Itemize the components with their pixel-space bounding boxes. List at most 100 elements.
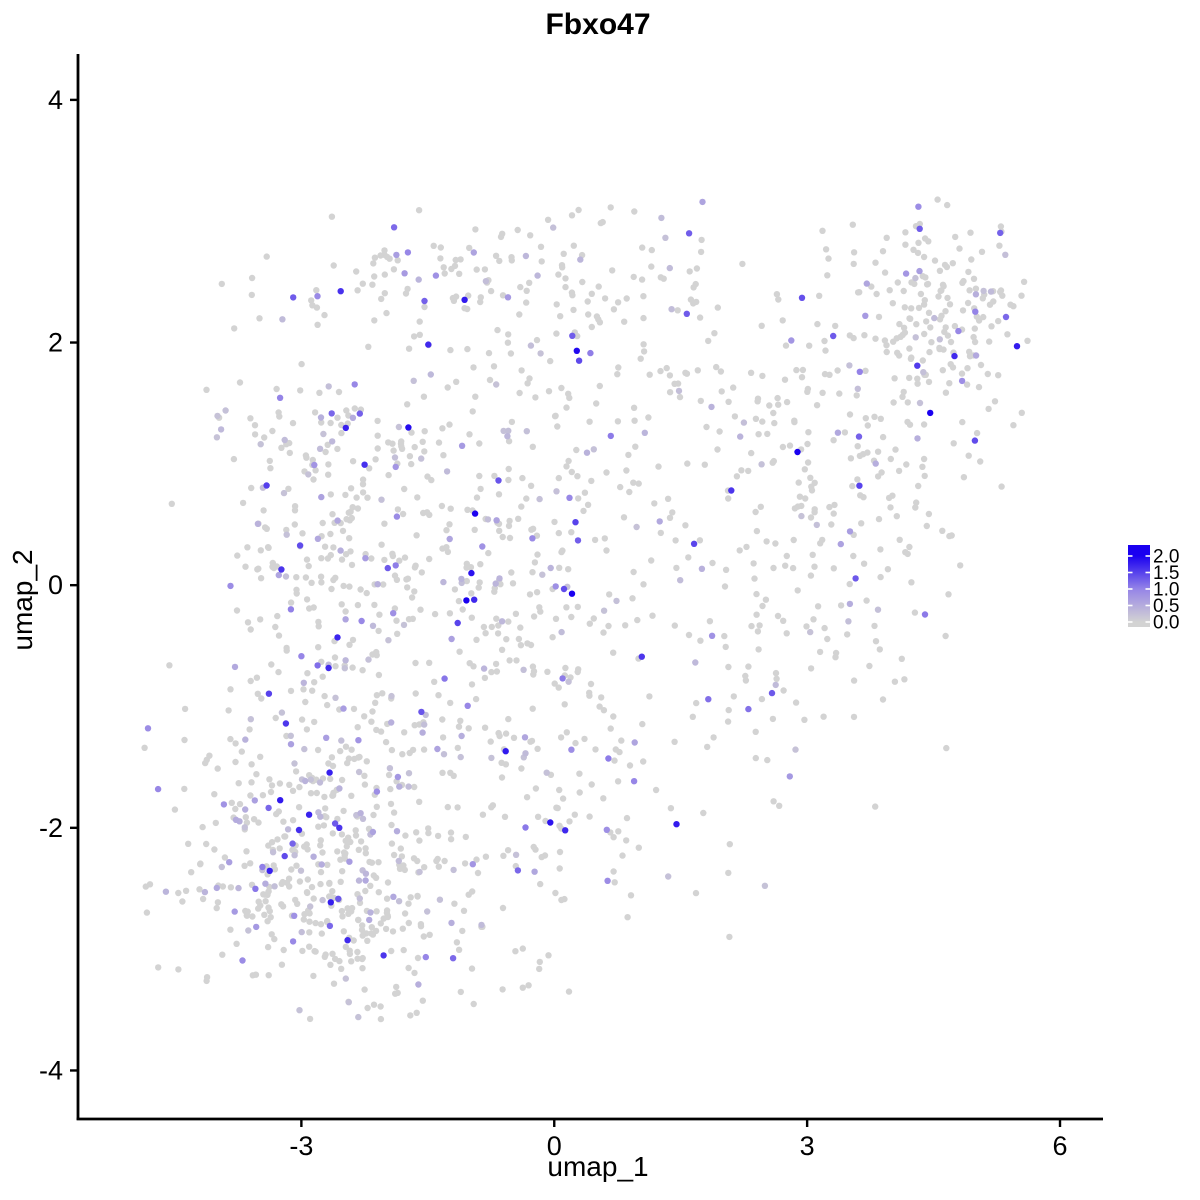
data-point — [371, 601, 378, 609]
data-point — [390, 610, 397, 617]
data-point — [272, 623, 279, 631]
data-point — [626, 488, 633, 496]
data-point — [327, 775, 334, 783]
data-point — [927, 409, 934, 417]
data-point — [327, 419, 334, 427]
data-point — [377, 728, 385, 735]
data-point — [655, 463, 662, 470]
data-point — [466, 431, 473, 438]
data-point — [280, 946, 287, 954]
data-point — [925, 510, 933, 518]
data-point — [175, 889, 182, 897]
data-point — [570, 306, 577, 314]
data-point — [639, 244, 646, 251]
data-point — [331, 654, 339, 661]
data-point — [804, 459, 812, 466]
data-point — [527, 232, 534, 239]
data-point — [641, 429, 648, 436]
data-point — [862, 415, 869, 422]
data-point — [772, 540, 779, 547]
data-point — [764, 756, 771, 764]
data-point — [552, 889, 559, 897]
data-point — [623, 467, 630, 474]
data-point — [771, 419, 778, 427]
data-point — [505, 331, 512, 338]
data-point — [877, 546, 884, 553]
data-point — [807, 514, 815, 521]
data-point — [249, 913, 256, 920]
data-point — [914, 435, 921, 442]
data-point — [587, 349, 594, 357]
data-point — [365, 656, 372, 663]
data-point — [493, 381, 500, 388]
data-point — [383, 309, 390, 317]
data-point — [472, 393, 479, 400]
data-point — [894, 279, 901, 286]
data-point — [831, 501, 838, 509]
data-point — [841, 429, 849, 436]
data-point — [481, 724, 489, 731]
data-point — [495, 491, 503, 498]
data-point — [334, 517, 341, 524]
data-point — [255, 565, 262, 572]
data-point — [359, 954, 366, 962]
data-point — [568, 746, 575, 753]
data-point — [257, 753, 264, 760]
data-point — [359, 815, 367, 822]
data-point — [317, 868, 325, 876]
data-point — [296, 783, 303, 791]
data-point — [416, 318, 423, 325]
data-point — [630, 404, 638, 411]
data-point — [505, 522, 513, 530]
data-point — [780, 687, 787, 694]
data-point — [588, 477, 595, 485]
data-point — [915, 239, 922, 246]
data-point — [873, 290, 880, 298]
data-point — [940, 283, 947, 290]
data-point — [995, 372, 1002, 379]
data-point — [569, 292, 576, 299]
data-point — [473, 494, 481, 501]
data-point — [316, 779, 324, 786]
data-point — [399, 751, 406, 758]
data-point — [705, 337, 712, 345]
data-point — [526, 375, 533, 382]
data-point — [475, 584, 482, 591]
data-point — [303, 596, 311, 603]
data-point — [328, 754, 336, 761]
data-point — [305, 471, 312, 478]
data-point — [362, 555, 369, 562]
data-point — [640, 348, 648, 355]
data-point — [917, 290, 925, 298]
data-point — [372, 699, 379, 706]
data-point — [411, 588, 418, 595]
data-point — [942, 308, 949, 315]
data-point — [203, 840, 210, 848]
data-point — [366, 465, 373, 472]
data-point — [326, 769, 333, 776]
data-point — [465, 292, 472, 299]
data-point — [640, 581, 647, 588]
data-point — [300, 686, 307, 693]
data-point — [340, 582, 347, 590]
data-point — [692, 889, 700, 897]
data-point — [232, 805, 239, 813]
data-point — [251, 431, 259, 438]
data-point — [276, 780, 284, 787]
data-point — [906, 543, 913, 551]
legend-label: 2.0 — [1153, 547, 1179, 568]
data-point — [769, 459, 776, 466]
data-point — [916, 267, 923, 275]
data-point — [287, 687, 295, 695]
data-point — [937, 287, 944, 295]
data-point — [432, 272, 440, 279]
data-point — [359, 481, 367, 488]
data-point — [811, 563, 818, 570]
data-point — [381, 290, 388, 297]
data-point — [373, 648, 380, 656]
data-point — [452, 256, 459, 264]
data-point — [770, 798, 777, 805]
data-point — [774, 612, 782, 620]
data-point — [534, 272, 541, 279]
